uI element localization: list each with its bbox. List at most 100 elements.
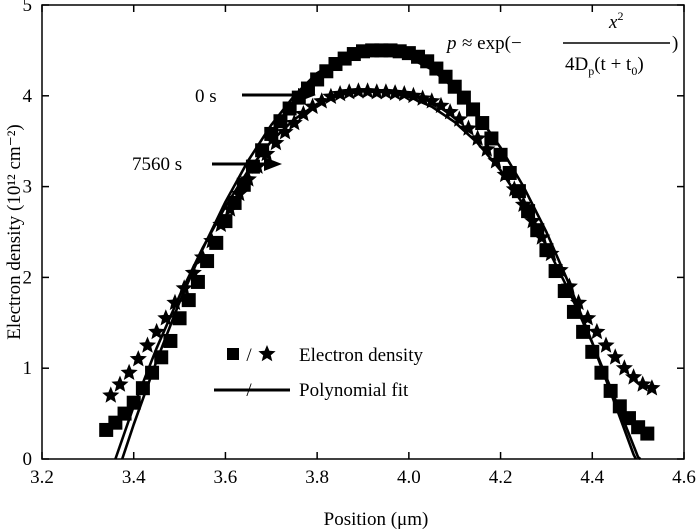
- data-point-square: [484, 131, 499, 146]
- data-point-square: [145, 365, 160, 380]
- data-point-star: [166, 293, 184, 311]
- data-point-star: [157, 309, 175, 326]
- data-point-square: [447, 79, 462, 94]
- formula-approx: ≈ exp(−: [462, 33, 522, 54]
- data-point-star: [129, 350, 147, 367]
- data-point-star: [294, 105, 312, 122]
- y-tick-label: 0: [23, 449, 33, 470]
- data-point-star: [560, 277, 578, 294]
- data-point-star: [459, 119, 477, 136]
- data-point-star: [643, 379, 661, 396]
- data-point-square: [163, 333, 178, 348]
- x-tick-label: 4.4: [580, 467, 604, 488]
- data-point-star: [505, 180, 523, 197]
- data-point-star: [102, 386, 120, 403]
- data-point-star: [230, 184, 248, 202]
- data-point-star: [184, 263, 202, 281]
- data-point-star: [368, 83, 386, 100]
- y-axis-title: Electron density (10¹² cm⁻²): [4, 124, 25, 339]
- data-point-square: [466, 102, 481, 117]
- plot-frame: [41, 4, 685, 460]
- data-point-square: [603, 383, 618, 398]
- data-point-square: [594, 365, 609, 380]
- data-point-star: [258, 144, 276, 162]
- data-point-star: [524, 212, 542, 229]
- data-point-star: [267, 134, 285, 151]
- formula-denominator: 4Dp(t + t0): [565, 54, 644, 78]
- axes: [41, 4, 685, 460]
- data-point-square: [585, 344, 600, 359]
- data-point-star: [249, 157, 267, 174]
- y-tick-label: 2: [23, 267, 33, 288]
- data-point-star: [221, 200, 239, 217]
- legend-slash-2: /: [246, 380, 252, 401]
- annotation-0s-label: 0 s: [195, 86, 217, 107]
- data-point-star: [579, 309, 597, 326]
- data-point-star: [203, 232, 221, 249]
- data-point-star: [313, 92, 331, 109]
- data-point-star: [414, 89, 432, 106]
- data-point-star: [533, 228, 551, 245]
- data-point-square: [154, 350, 169, 365]
- tick-labels: 3.2 3.4 3.6 3.8 4.0 4.2 4.4 4.6 0 1 2 3 4 5: [23, 0, 696, 488]
- x-tick-label: 3.4: [122, 467, 146, 488]
- x-tick-label: 4.2: [489, 467, 513, 488]
- data-point-square: [117, 406, 132, 421]
- x-tick-label: 3.2: [30, 467, 54, 488]
- data-point-star: [193, 248, 212, 265]
- data-point-star: [625, 368, 643, 385]
- annotation-7560s: 7560 s: [132, 154, 282, 175]
- data-point-star: [276, 123, 294, 140]
- x-axis-title: Position (μm): [324, 509, 429, 530]
- y-tick-label: 1: [23, 358, 33, 379]
- data-point-star: [340, 83, 358, 100]
- legend: / Electron density / Polynomial fit: [214, 345, 423, 401]
- data-point-star: [386, 84, 404, 101]
- diffusion-formula: p ≈ exp(− x2 4Dp(t + t0) ): [445, 9, 678, 78]
- data-point-star: [634, 375, 652, 392]
- data-point-star: [478, 140, 496, 157]
- x-tick-label: 3.8: [305, 467, 329, 488]
- data-point-star: [542, 244, 560, 262]
- legend-label-polynomial-fit: Polynomial fit: [299, 380, 409, 401]
- legend-slash-1: /: [246, 345, 252, 366]
- formula-close: ): [672, 33, 678, 54]
- x-tick-label: 4.6: [672, 467, 696, 488]
- annotation-0s: 0 s: [195, 86, 316, 107]
- data-point-star: [597, 336, 615, 353]
- data-point-star: [148, 322, 166, 340]
- x-tick-label: 4.0: [397, 467, 421, 488]
- annotation-0s-arrow-head: [298, 88, 316, 102]
- data-point-square: [640, 426, 655, 441]
- data-point-square: [172, 311, 187, 326]
- data-point-star: [487, 152, 505, 169]
- data-point-star: [570, 293, 588, 311]
- data-point-square: [126, 395, 141, 410]
- annotation-7560s-label: 7560 s: [132, 154, 182, 175]
- data-point-star: [432, 96, 450, 114]
- y-tick-label: 4: [23, 86, 33, 107]
- data-point-star: [120, 363, 138, 380]
- data-point-star: [496, 165, 514, 183]
- data-point-star: [615, 359, 633, 376]
- data-point-star: [395, 85, 413, 102]
- data-point-star: [175, 279, 193, 296]
- data-point-star: [377, 83, 395, 100]
- legend-star-marker: [258, 345, 276, 362]
- x-tick-label: 3.6: [214, 467, 238, 488]
- data-point-star: [239, 170, 257, 187]
- data-point-star: [469, 129, 487, 146]
- data-point-square: [475, 116, 490, 131]
- data-point-star: [359, 82, 377, 99]
- data-point-star: [441, 103, 459, 120]
- data-point-star: [285, 114, 303, 131]
- data-point-square: [576, 324, 591, 339]
- data-point-star: [349, 82, 367, 99]
- formula-lhs: p: [445, 33, 457, 54]
- data-point-square: [135, 381, 150, 396]
- legend-label-electron-density: Electron density: [299, 345, 423, 366]
- data-point-star: [606, 348, 624, 365]
- y-tick-label: 5: [23, 0, 33, 16]
- data-point-star: [304, 97, 322, 114]
